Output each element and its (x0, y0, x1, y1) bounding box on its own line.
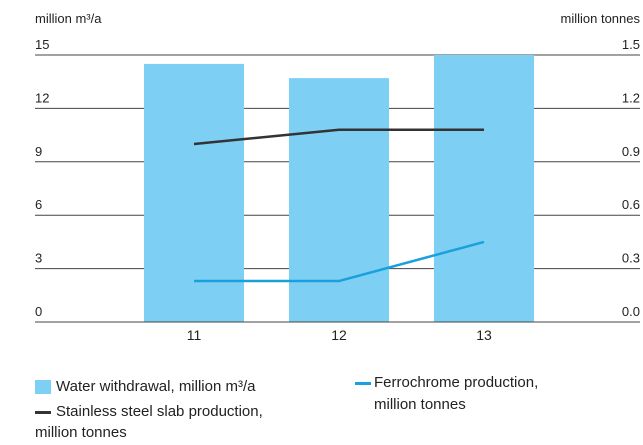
left-tick-label: 3 (35, 251, 42, 266)
left-tick-label: 0 (35, 304, 42, 319)
x-tick-label: 13 (476, 327, 492, 343)
series-line (194, 240, 485, 283)
right-tick-label: 1.5 (622, 37, 640, 52)
left-tick-label: 9 (35, 144, 42, 159)
bar (289, 78, 389, 322)
right-tick-label: 0.3 (622, 251, 640, 266)
right-axis-title: million tonnes (560, 11, 641, 26)
right-tick-label: 1.2 (622, 90, 640, 105)
right-tick-label: 0.6 (622, 197, 640, 212)
x-tick-label: 11 (187, 327, 202, 343)
bar (434, 55, 534, 322)
left-tick-label: 15 (35, 37, 49, 52)
left-tick-label: 6 (35, 197, 42, 212)
legend-label-stainless-steel-line1: Stainless steel slab production, (56, 403, 263, 420)
right-tick-label: 0.9 (622, 144, 640, 159)
left-tick-label: 12 (35, 90, 49, 105)
legend-swatch-stainless-steel (35, 411, 51, 414)
legend-swatch-ferrochrome (355, 382, 371, 385)
x-tick-label: 12 (331, 327, 347, 343)
legend-label-stainless-steel-line2: million tonnes (35, 424, 127, 441)
series-line (193, 128, 484, 146)
legend-swatch-water-withdrawal (35, 380, 51, 394)
legend-label-ferrochrome-line1: Ferrochrome production, (374, 374, 539, 391)
left-axis-title: million m³/a (35, 11, 102, 26)
legend-label-water-withdrawal: Water withdrawal, million m³/a (56, 378, 256, 395)
bar (144, 63, 244, 323)
right-tick-label: 0.0 (622, 304, 640, 319)
legend-label-ferrochrome-line2: million tonnes (374, 396, 466, 413)
